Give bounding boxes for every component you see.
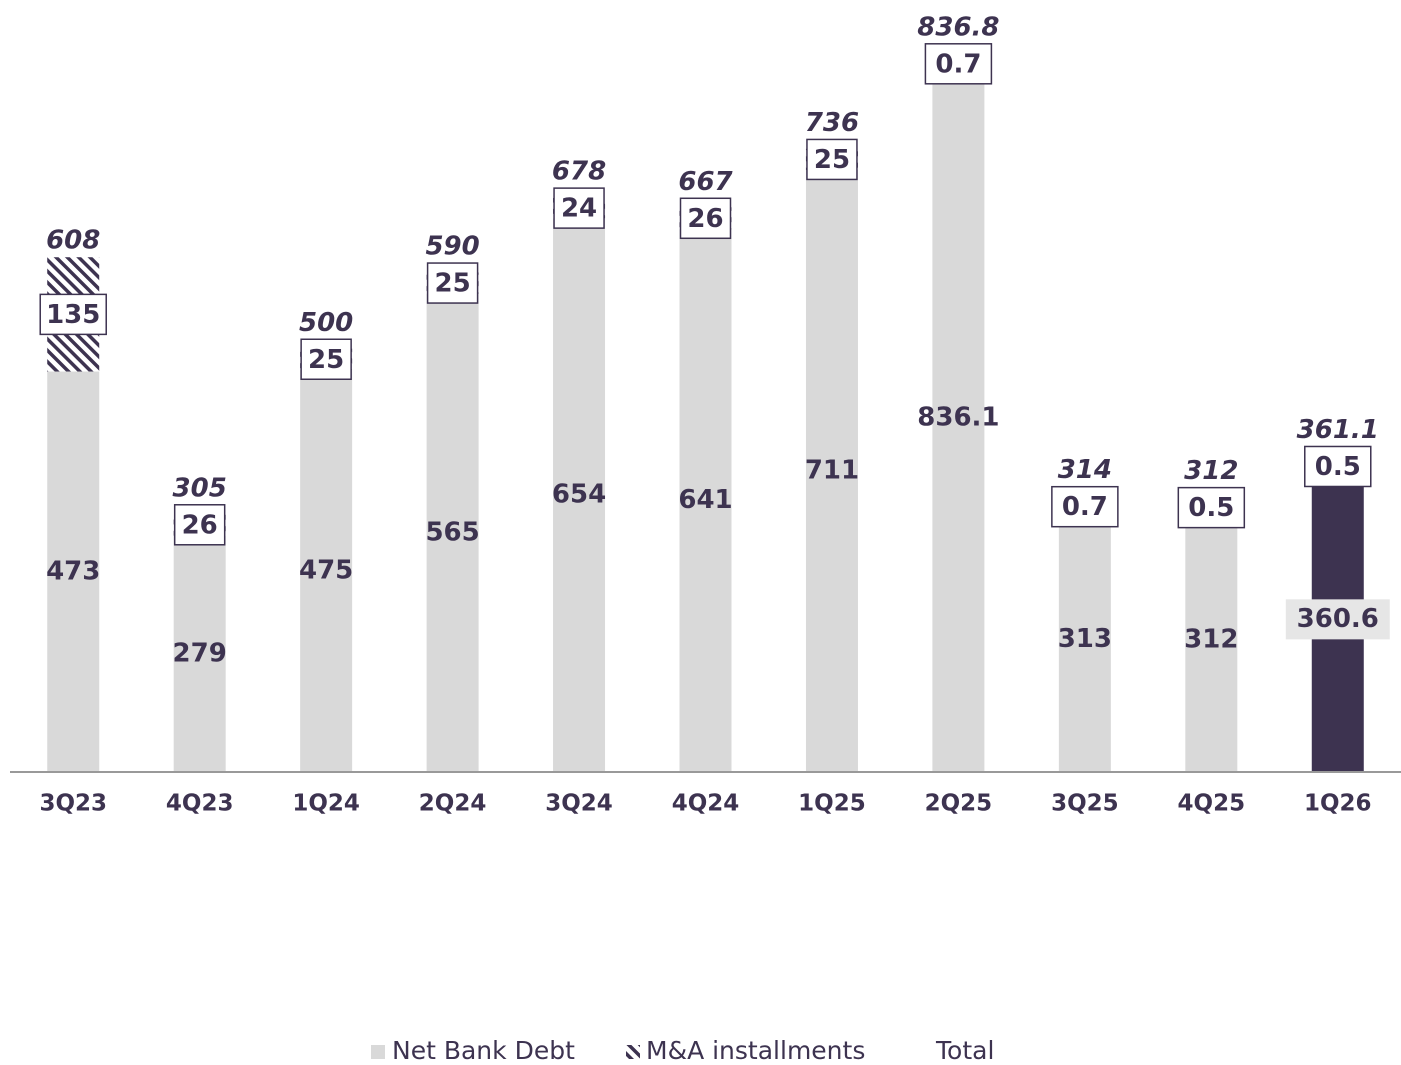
x-tick-label: 4Q24 <box>672 791 740 817</box>
total-label: 590 <box>425 232 479 262</box>
label-box <box>1051 485 1119 528</box>
bar <box>300 369 353 772</box>
total-label: 312 <box>1184 456 1238 486</box>
x-tick-label: 3Q23 <box>39 791 107 817</box>
label-box <box>300 338 352 380</box>
data-label: 26 <box>182 510 218 540</box>
label-box <box>173 504 226 546</box>
data-label: 313 <box>1058 624 1112 654</box>
x-tick-label: 1Q24 <box>292 791 360 817</box>
bar <box>426 293 479 772</box>
bar <box>1058 506 1111 772</box>
label-box <box>1177 486 1246 529</box>
data-label: 312 <box>1184 624 1238 654</box>
bar <box>173 535 226 772</box>
data-label: 0.7 <box>935 49 981 79</box>
data-label: 360.6 <box>1297 604 1379 634</box>
data-label: 641 <box>678 485 732 515</box>
x-tick-label: 3Q25 <box>1051 791 1119 817</box>
total-label: 678 <box>552 157 606 187</box>
label-bg <box>1285 599 1390 640</box>
data-label: 473 <box>46 556 100 586</box>
legend-swatch <box>371 1045 385 1059</box>
label-box <box>426 262 479 304</box>
label-box <box>679 197 732 240</box>
data-label: 25 <box>308 345 344 375</box>
data-label: 0.7 <box>1062 492 1108 522</box>
total-label: 736 <box>805 108 859 138</box>
x-tick-label: 4Q25 <box>1178 791 1246 817</box>
data-label: 0.5 <box>1188 493 1234 523</box>
data-label: 24 <box>561 194 597 224</box>
data-label: 836.1 <box>917 403 999 433</box>
total-label: 500 <box>299 308 353 338</box>
x-tick-label: 3Q24 <box>545 791 613 817</box>
total-label: 361.1 <box>1297 415 1379 445</box>
x-tick-label: 2Q25 <box>925 791 993 817</box>
data-label: 475 <box>299 555 353 585</box>
data-label: 711 <box>805 456 859 486</box>
total-label: 305 <box>173 473 227 503</box>
total-label: 836.8 <box>917 12 999 42</box>
data-label: 25 <box>434 269 470 299</box>
x-tick-label: 1Q25 <box>798 791 866 817</box>
bar <box>553 218 606 772</box>
data-label: 279 <box>173 638 227 668</box>
legend-label: Total <box>935 1036 994 1065</box>
label-box <box>39 293 107 336</box>
bar <box>932 64 985 773</box>
data-label: 25 <box>814 145 850 175</box>
total-label: 667 <box>678 167 733 197</box>
label-box <box>924 43 993 85</box>
label-box <box>553 187 605 229</box>
data-label: 26 <box>687 204 723 234</box>
data-label: 565 <box>425 517 479 547</box>
total-label: 314 <box>1058 455 1112 485</box>
total-label: 608 <box>46 226 100 256</box>
data-label: 135 <box>46 300 100 330</box>
label-box <box>806 138 858 181</box>
legend-label: M&A installments <box>646 1036 865 1065</box>
data-label: 654 <box>552 480 606 510</box>
label-box <box>1304 445 1372 488</box>
bar <box>679 229 732 772</box>
x-tick-label: 4Q23 <box>166 791 234 817</box>
legend-label: Net Bank Debt <box>392 1036 575 1065</box>
bar <box>47 371 100 772</box>
data-label: 0.5 <box>1315 452 1361 482</box>
legend-swatch <box>626 1045 640 1059</box>
bar <box>805 170 858 772</box>
x-tick-label: 1Q26 <box>1304 791 1372 817</box>
bar <box>1185 507 1238 772</box>
x-tick-label: 2Q24 <box>419 791 487 817</box>
